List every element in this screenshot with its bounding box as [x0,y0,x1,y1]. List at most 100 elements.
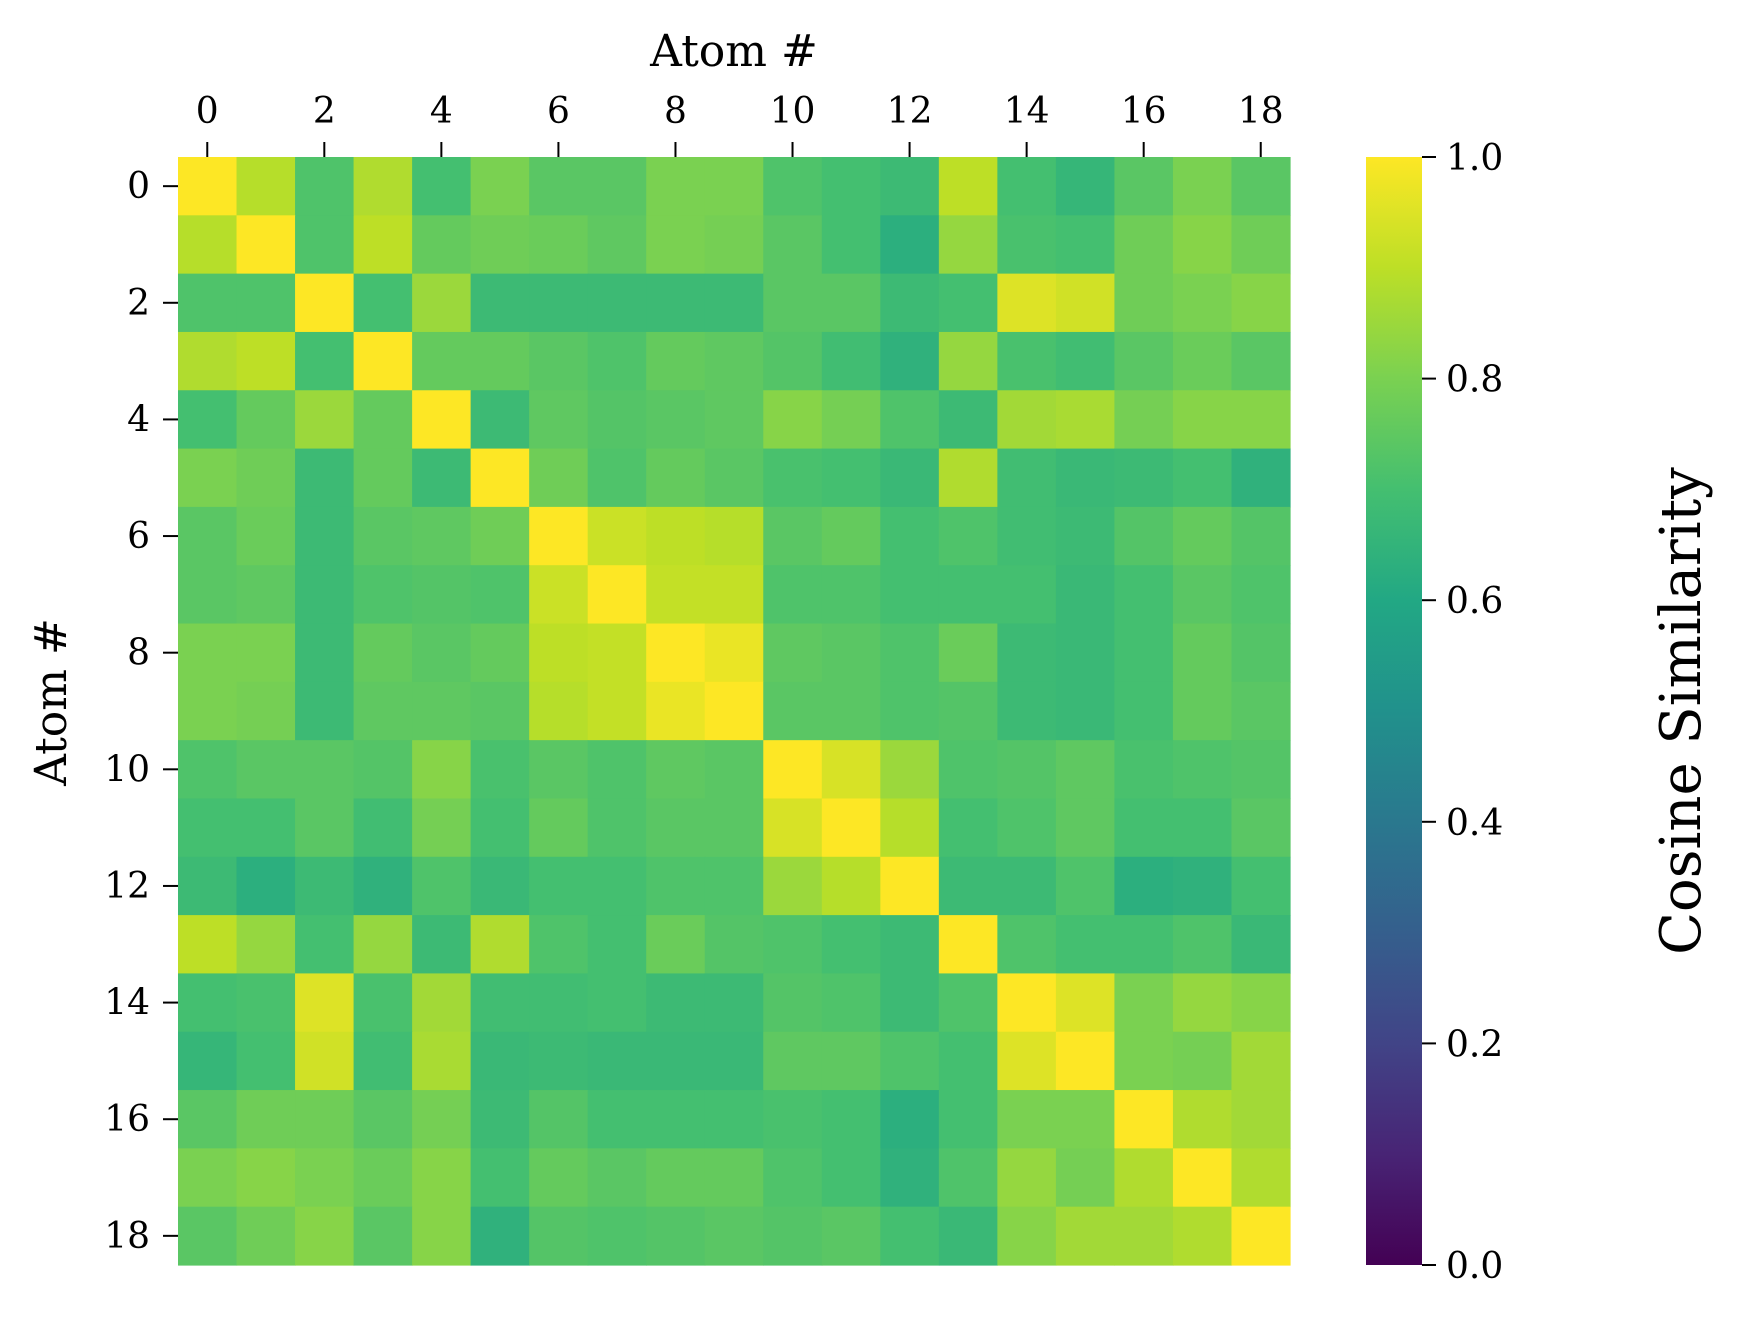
heatmap-cell-9-5 [470,681,530,741]
colorbar-tick-label: 0.2 [1446,1024,1503,1065]
heatmap-cell-16-18 [1231,1090,1291,1149]
heatmap-cell-7-17 [1172,565,1233,625]
heatmap-cell-10-16 [1114,740,1174,800]
heatmap-cell-3-12 [880,331,940,391]
heatmap-cell-13-3 [353,915,413,975]
heatmap-cell-2-7 [587,273,647,333]
heatmap-cell-12-0 [178,856,238,916]
heatmap-cell-6-4 [412,506,472,566]
heatmap-cell-6-6 [529,506,589,566]
heatmap-cell-2-17 [1172,273,1233,333]
heatmap-cell-17-6 [529,1148,589,1208]
heatmap-cell-12-16 [1114,856,1174,916]
heatmap-cell-18-9 [704,1206,764,1266]
heatmap-cell-3-15 [1055,331,1116,391]
heatmap-cell-2-9 [704,273,764,333]
y-axis-ticks: 0 2 4 6 8 10 12 14 16 18 [104,166,178,1257]
heatmap-cell-3-7 [587,331,647,391]
heatmap-cell-9-6 [529,681,589,741]
heatmap-cell-0-1 [236,157,296,216]
heatmap-cell-0-4 [412,157,472,216]
heatmap-cell-4-1 [236,390,296,450]
heatmap-cell-8-8 [646,623,706,683]
heatmap-cell-3-9 [704,331,764,391]
heatmap-cell-11-17 [1172,798,1233,858]
heatmap-cell-14-8 [646,973,706,1033]
heatmap-cell-8-5 [470,623,530,683]
heatmap-cell-8-3 [353,623,413,683]
heatmap-cell-6-11 [821,506,881,566]
heatmap-cell-11-7 [587,798,647,858]
heatmap-cell-13-1 [236,915,296,975]
colorbar-tick-label: 1.0 [1446,138,1503,179]
heatmap-cell-14-1 [236,973,296,1033]
heatmap-cell-16-11 [821,1090,881,1149]
heatmap-cell-16-13 [938,1090,998,1149]
heatmap-cell-13-13 [938,915,998,975]
y-tick-label: 4 [127,399,150,440]
heatmap-cell-6-18 [1231,506,1291,566]
heatmap-cell-1-6 [529,215,589,275]
heatmap-cell-2-0 [178,273,238,333]
heatmap-cell-6-5 [470,506,530,566]
heatmap-cell-1-17 [1172,215,1233,275]
heatmap-cell-7-8 [646,565,706,625]
heatmap-cell-17-2 [295,1148,355,1208]
heatmap-cell-3-2 [295,331,355,391]
heatmap-cell-0-17 [1172,157,1233,216]
heatmap-cell-9-15 [1055,681,1116,741]
heatmap-cell-4-15 [1055,390,1116,450]
heatmap-cell-15-0 [178,1031,238,1091]
heatmap-cell-17-0 [178,1148,238,1208]
heatmap-cell-2-8 [646,273,706,333]
heatmap-cell-13-15 [1055,915,1116,975]
heatmap-cell-0-11 [821,157,881,216]
heatmap-cell-14-18 [1231,973,1291,1033]
heatmap-cell-3-16 [1114,331,1174,391]
x-tick-label: 0 [196,91,219,132]
heatmap-cell-15-1 [236,1031,296,1091]
heatmap-cell-0-18 [1231,157,1291,216]
heatmap-cell-13-12 [880,915,940,975]
heatmap-cell-4-3 [353,390,413,450]
heatmap-cell-15-7 [587,1031,647,1091]
heatmap-cell-1-18 [1231,215,1291,275]
heatmap-cell-8-18 [1231,623,1291,683]
heatmap-cell-18-0 [178,1206,238,1266]
heatmap-cell-3-5 [470,331,530,391]
heatmap-cell-0-3 [353,157,413,216]
heatmap-cell-13-5 [470,915,530,975]
heatmap-cell-8-4 [412,623,472,683]
heatmap-cell-11-0 [178,798,238,858]
heatmap-cell-11-3 [353,798,413,858]
heatmap-cell-3-6 [529,331,589,391]
heatmap-cell-16-4 [412,1090,472,1149]
heatmap-cell-14-13 [938,973,998,1033]
colorbar-tick-label: 0.0 [1446,1246,1503,1287]
heatmap-cell-0-5 [470,157,530,216]
heatmap-cell-16-9 [704,1090,764,1149]
heatmap-cell-13-2 [295,915,355,975]
heatmap-cell-2-13 [938,273,998,333]
x-tick-label: 14 [1004,91,1050,132]
heatmap-cell-8-10 [763,623,823,683]
heatmap-cell-10-11 [821,740,881,800]
heatmap-cell-16-8 [646,1090,706,1149]
heatmap-cell-1-3 [353,215,413,275]
y-axis-label: Atom # [26,618,77,787]
heatmap-cell-11-16 [1114,798,1174,858]
heatmap-cell-0-6 [529,157,589,216]
heatmap-cell-5-18 [1231,448,1291,508]
heatmap-cell-11-18 [1231,798,1291,858]
colorbar-tick-label: 0.8 [1446,360,1503,401]
heatmap-cell-7-2 [295,565,355,625]
heatmap-cell-14-2 [295,973,355,1033]
heatmap-cell-7-6 [529,565,589,625]
heatmap-cell-0-2 [295,157,355,216]
heatmap-cell-18-18 [1231,1206,1291,1266]
heatmap-cell-10-4 [412,740,472,800]
y-tick-label: 18 [104,1216,150,1257]
heatmap-cell-9-12 [880,681,940,741]
heatmap-cell-5-10 [763,448,823,508]
